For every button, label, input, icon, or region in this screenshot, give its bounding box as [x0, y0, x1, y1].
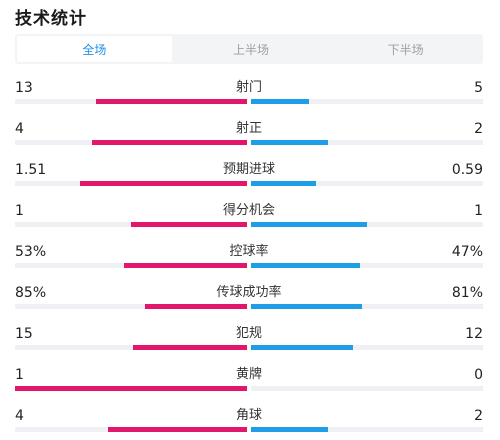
away-bar-track [251, 99, 483, 104]
home-bar [91, 140, 247, 145]
away-value: 5 [474, 80, 483, 96]
home-bar-track [15, 304, 247, 309]
away-bar [251, 140, 328, 145]
home-bar-track [15, 386, 247, 391]
stat-row-big-chances: 1 得分机会 1 [15, 191, 483, 232]
away-value: 81% [451, 285, 483, 301]
home-bar-track [15, 181, 247, 186]
tab-first-half[interactable]: 上半场 [233, 42, 270, 57]
stat-label: 射正 [235, 121, 262, 136]
home-bar [107, 427, 247, 432]
away-value: 2 [474, 121, 483, 137]
stat-label: 控球率 [229, 244, 269, 259]
away-bar-track [251, 263, 483, 268]
home-bar [133, 345, 247, 350]
stat-label: 得分机会 [222, 203, 275, 218]
away-bar [251, 222, 367, 227]
stat-row-yellow-cards: 1 黄牌 0 [15, 355, 483, 396]
away-bar [251, 427, 328, 432]
stat-row-pass-accuracy: 85% 传球成功率 81% [15, 273, 483, 314]
away-value: 47% [451, 244, 483, 260]
stat-label: 传球成功率 [216, 285, 282, 300]
home-bar [96, 99, 247, 104]
tab-second-half[interactable]: 下半场 [387, 42, 424, 57]
stat-label: 黄牌 [235, 367, 262, 382]
home-value: 15 [15, 326, 33, 342]
home-value: 4 [15, 121, 24, 137]
tab-full-match[interactable]: 全场 [17, 36, 172, 62]
home-value: 53% [15, 244, 47, 260]
home-bar-track [15, 140, 247, 145]
home-bar [15, 386, 247, 391]
away-value: 2 [474, 408, 483, 424]
away-bar-track [251, 140, 483, 145]
away-bar-track [251, 427, 483, 432]
away-bar [251, 304, 363, 309]
home-value: 4 [15, 408, 24, 424]
home-value: 13 [15, 80, 33, 96]
away-value: 1 [474, 203, 483, 219]
home-bar-track [15, 222, 247, 227]
away-bar [251, 345, 354, 350]
stat-row-expected-goals: 1.51 预期进球 0.59 [15, 150, 483, 191]
home-bar [131, 222, 247, 227]
home-bar-track [15, 427, 247, 432]
away-value: 0 [474, 367, 483, 383]
away-bar [251, 263, 361, 268]
away-bar-track [251, 222, 483, 227]
stat-label: 犯规 [235, 326, 262, 341]
stat-row-shots: 13 射门 5 [15, 68, 483, 109]
away-bar-track [251, 181, 483, 186]
stat-label: 预期进球 [222, 162, 275, 177]
home-value: 85% [15, 285, 47, 301]
stat-label: 角球 [235, 408, 262, 423]
stat-row-fouls: 15 犯规 12 [15, 314, 483, 355]
home-bar [124, 263, 247, 268]
stats-list: 13 射门 5 4 射正 2 1.51 预期进球 0.59 1 得分机会 1 5… [15, 68, 483, 437]
home-value: 1 [15, 367, 24, 383]
home-value: 1.51 [15, 162, 47, 178]
away-value: 12 [465, 326, 483, 342]
away-bar-track [251, 386, 483, 391]
home-bar [144, 304, 247, 309]
home-bar-track [15, 99, 247, 104]
home-bar-track [15, 263, 247, 268]
away-bar-track [251, 304, 483, 309]
away-bar [251, 181, 316, 186]
home-bar-track [15, 345, 247, 350]
period-tabs: 全场 上半场 下半场 [15, 34, 483, 64]
stat-row-shots-on-target: 4 射正 2 [15, 109, 483, 150]
stat-label: 射门 [235, 80, 262, 95]
stat-row-possession: 53% 控球率 47% [15, 232, 483, 273]
home-value: 1 [15, 203, 24, 219]
away-value: 0.59 [451, 162, 483, 178]
away-bar-track [251, 345, 483, 350]
away-bar [251, 99, 309, 104]
home-bar [79, 181, 247, 186]
page-title: 技术统计 [15, 9, 87, 29]
stat-row-corners: 4 角球 2 [15, 396, 483, 437]
